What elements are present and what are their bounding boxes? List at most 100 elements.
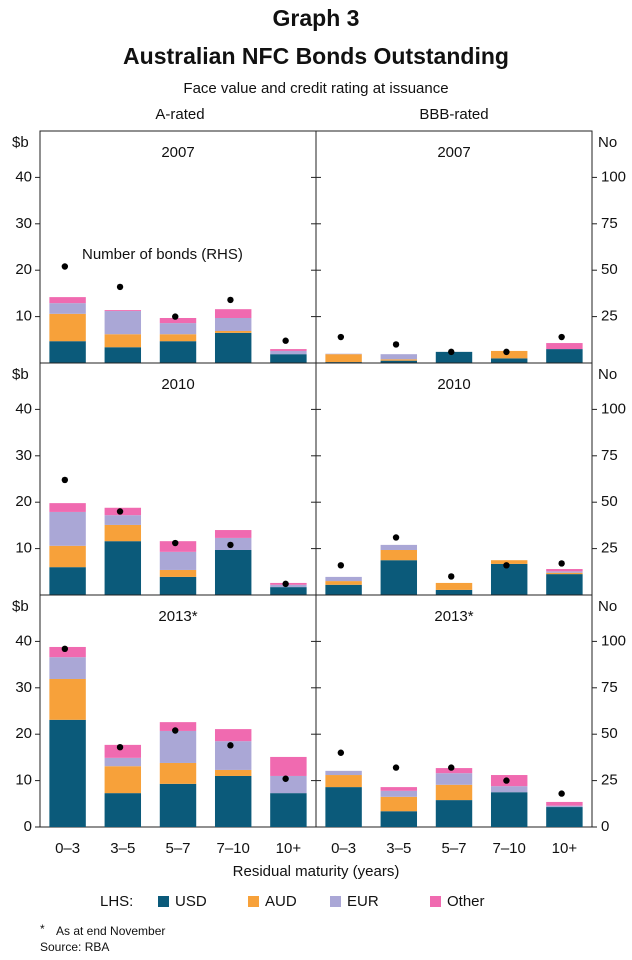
- legend-swatch: [430, 896, 441, 907]
- y2-axis-label: No: [598, 598, 617, 615]
- y-tick-label: 20: [15, 725, 32, 742]
- bar-segment: [49, 503, 86, 512]
- bond-count-dot: [227, 541, 234, 549]
- bar-segment: [380, 811, 418, 827]
- bar-segment: [325, 775, 362, 788]
- x-tick-label: 10+: [276, 840, 302, 857]
- bar-segment: [49, 341, 86, 363]
- bond-count-dot: [61, 645, 69, 653]
- y2-tick-label: 25: [601, 308, 618, 325]
- bar-segment: [490, 786, 528, 793]
- bar-segment: [104, 524, 142, 542]
- bar-segment: [104, 541, 142, 595]
- y2-tick-label: 75: [601, 447, 618, 464]
- bond-count-dot: [448, 348, 455, 356]
- bond-count-dot: [503, 348, 510, 356]
- bond-count-dot: [392, 341, 400, 348]
- bar-segment: [380, 796, 418, 812]
- panel-title: 2007: [437, 144, 470, 161]
- bar-segment: [159, 334, 197, 342]
- y2-tick-label: 100: [601, 168, 626, 185]
- legend-swatch: [158, 896, 169, 907]
- panel-frame: [315, 130, 593, 364]
- bar-segment: [270, 587, 307, 595]
- x-tick-label: 7–10: [493, 840, 526, 857]
- chart-note: Face value and credit rating at issuance: [183, 80, 448, 97]
- bar-segment: [104, 793, 142, 827]
- x-tick-label: 5–7: [441, 840, 466, 857]
- y2-tick-label: 50: [601, 493, 618, 510]
- y-tick-label: 30: [15, 215, 32, 232]
- bar-segment: [104, 334, 142, 348]
- bond-count-dot: [227, 742, 234, 749]
- bar-segment: [546, 572, 583, 575]
- bar-segment: [104, 515, 142, 525]
- bar-segment: [435, 351, 473, 363]
- y2-tick-label: 0: [601, 818, 609, 835]
- bar-segment: [435, 768, 473, 774]
- bar-segment: [325, 576, 362, 582]
- bar-segment: [270, 349, 307, 351]
- y-tick-label: 40: [15, 632, 32, 649]
- bond-count-dot: [558, 560, 565, 567]
- bond-count-dot: [503, 777, 510, 784]
- bar-segment: [490, 792, 528, 827]
- bar-segment: [104, 744, 142, 758]
- bar-segment: [159, 323, 197, 335]
- bar-segment: [546, 569, 583, 572]
- bar-segment: [325, 581, 362, 585]
- bar-segment: [325, 354, 362, 363]
- legend-label: LHS:: [100, 893, 133, 910]
- x-tick-label: 10+: [552, 840, 578, 857]
- bar-segment: [159, 551, 197, 570]
- y2-tick-label: 100: [601, 400, 626, 417]
- x-tick-label: 0–3: [55, 840, 80, 857]
- bar-segment: [214, 769, 252, 776]
- y-tick-label: 30: [15, 679, 32, 696]
- bar-segment: [435, 784, 473, 801]
- bar-segment: [546, 343, 583, 350]
- bar-segment: [214, 729, 252, 742]
- bar-segment: [49, 313, 86, 342]
- panel-title: 2010: [161, 376, 194, 393]
- bar-segment: [325, 787, 362, 827]
- legend-item: USD: [175, 893, 207, 910]
- bond-count-dot: [172, 727, 179, 734]
- bar-segment: [49, 545, 86, 568]
- bar-segment: [49, 297, 86, 304]
- panel-title: 2013*: [158, 608, 197, 625]
- bar-segment: [546, 349, 583, 363]
- legend-swatch: [248, 896, 259, 907]
- bar-segment: [380, 359, 418, 361]
- bar-segment: [214, 332, 252, 363]
- bar-segment: [214, 309, 252, 318]
- bar-segment: [270, 350, 307, 355]
- panel-frame: [315, 362, 593, 596]
- bar-segment: [49, 567, 86, 595]
- bond-count-dot: [116, 508, 124, 515]
- y-tick-label: 20: [15, 493, 32, 510]
- y-tick-label: 40: [15, 168, 32, 185]
- bond-count-dot: [558, 333, 565, 341]
- legend-item: EUR: [347, 893, 379, 910]
- y2-tick-label: 25: [601, 772, 618, 789]
- bond-count-dot: [227, 296, 234, 304]
- y2-tick-label: 50: [601, 261, 618, 278]
- y-tick-label: 10: [15, 772, 32, 789]
- y2-tick-label: 100: [601, 632, 626, 649]
- bar-segment: [546, 571, 583, 573]
- bond-count-dot: [392, 534, 400, 541]
- bond-count-dot: [172, 313, 179, 320]
- bond-count-dot: [282, 775, 289, 782]
- x-tick-label: 0–3: [331, 840, 356, 857]
- x-tick-label: 3–5: [386, 840, 411, 857]
- y2-tick-label: 75: [601, 679, 618, 696]
- bar-segment: [214, 317, 252, 331]
- bar-segment: [214, 330, 252, 333]
- x-tick-label: 7–10: [217, 840, 250, 857]
- bar-segment: [104, 766, 142, 794]
- bond-count-dot: [61, 263, 69, 270]
- bar-segment: [546, 805, 583, 808]
- y-axis-label: $b: [12, 134, 29, 151]
- bond-count-dot: [337, 333, 345, 341]
